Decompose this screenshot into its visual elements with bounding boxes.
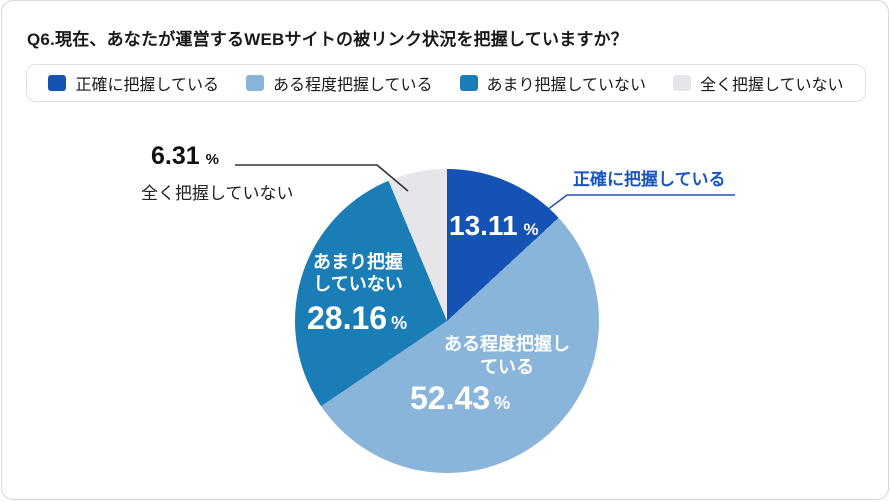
slice-label-somewhat: ある程度把握し ている xyxy=(426,333,588,379)
legend-item-accurate: 正確に把握している xyxy=(48,71,219,95)
legend-swatch-accurate xyxy=(48,75,67,91)
slice-label-little-line2: していない xyxy=(313,274,403,294)
legend-item-little: あまり把握していない xyxy=(459,71,647,95)
legend-swatch-somewhat xyxy=(245,75,264,91)
legend-label-none: 全く把握していない xyxy=(700,77,844,94)
slice-value-accurate-unit: % xyxy=(523,220,539,239)
slice-label-somewhat-line2: ている xyxy=(480,357,534,377)
slice-value-little: 28.16 % xyxy=(307,300,407,337)
slice-value-little-unit: % xyxy=(391,313,408,333)
slice-label-somewhat-line1: ある程度把握し xyxy=(444,334,570,354)
pie-chart xyxy=(295,169,599,473)
slice-value-accurate-number: 13.11 xyxy=(449,210,518,241)
slice-label-little-line1: あまり把握 xyxy=(313,252,403,272)
chart-legend: 正確に把握している ある程度把握している あまり把握していない 全く把握していな… xyxy=(26,64,866,102)
legend-item-somewhat: ある程度把握している xyxy=(245,71,433,95)
slice-value-none: 6.31 % xyxy=(151,142,219,171)
legend-item-none: 全く把握していない xyxy=(673,71,844,95)
callout-line-accurate xyxy=(546,194,735,211)
slice-callout-none: 全く把握していない xyxy=(141,184,294,203)
legend-label-somewhat: ある程度把握している xyxy=(272,77,433,94)
legend-label-little: あまり把握していない xyxy=(486,77,647,94)
slice-label-little: あまり把握 していない xyxy=(297,251,419,295)
slice-value-accurate: 13.11 % xyxy=(449,210,539,242)
chart-title: Q6.現在、あなたが運営するWEBサイトの被リンク状況を把握していますか？ xyxy=(27,30,628,49)
slice-value-none-number: 6.31 xyxy=(151,142,200,170)
slice-value-somewhat: 52.43 % xyxy=(410,380,510,417)
slice-value-somewhat-number: 52.43 xyxy=(410,380,491,416)
slice-value-none-unit: % xyxy=(205,151,220,168)
legend-swatch-little xyxy=(459,75,478,91)
slice-value-somewhat-unit: % xyxy=(494,393,511,413)
legend-swatch-none xyxy=(673,75,692,91)
slice-value-little-number: 28.16 xyxy=(307,300,388,336)
legend-label-accurate: 正確に把握している xyxy=(75,77,219,94)
slice-callout-accurate: 正確に把握している xyxy=(573,170,726,189)
